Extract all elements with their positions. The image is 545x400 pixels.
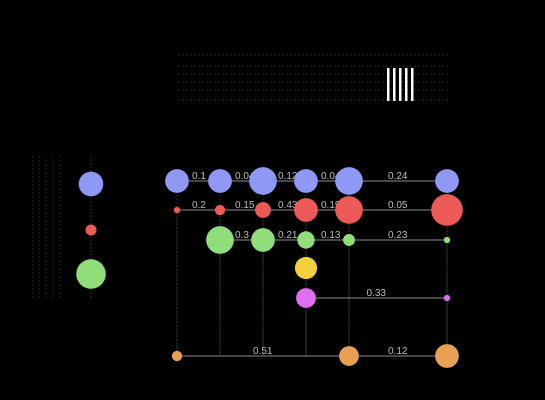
data-point (173, 206, 181, 214)
edge-label: 0.04 (321, 171, 341, 182)
legend-size-circle (85, 224, 97, 236)
data-point (206, 226, 234, 254)
header-bars (387, 68, 414, 101)
edge-label: 0.3 (235, 230, 249, 241)
edge-label: 0.23 (388, 230, 408, 241)
edge-label: 0.13 (321, 230, 341, 241)
faint-left-lines (32, 156, 61, 300)
data-point (335, 196, 363, 224)
data-point (255, 202, 271, 218)
data-point (251, 228, 275, 252)
edge-label: 0.05 (388, 200, 408, 211)
data-point (343, 234, 355, 246)
data-point (435, 344, 459, 368)
legend-size-circle (78, 171, 104, 197)
faint-header-lines (178, 54, 448, 101)
edge-label: 0.12 (388, 346, 408, 357)
data-point (294, 198, 318, 222)
data-point (335, 167, 363, 195)
data-point (296, 288, 316, 308)
data-point (431, 194, 463, 226)
edge-label: 0.12 (278, 171, 298, 182)
data-point (443, 294, 451, 302)
edge-label: 0.1 (192, 171, 206, 182)
edge-label: 0.21 (278, 230, 298, 241)
edge-label: 0.04 (235, 171, 255, 182)
edge-label: 0.51 (253, 346, 273, 357)
header-bar (399, 68, 402, 101)
header-bar (393, 68, 396, 101)
points (165, 167, 463, 368)
header-bar (411, 68, 414, 101)
data-point (294, 169, 318, 193)
data-point (339, 346, 359, 366)
edge-label: 0.24 (388, 171, 408, 182)
legend-size-circle (76, 259, 106, 289)
edge-labels: 0.1 0.04 0.12 0.04 0.24 0.2 0.15 0.43 0.19 0.05 0.… (192, 171, 408, 357)
edge-label: 0.19 (321, 200, 341, 211)
legend (76, 156, 106, 300)
data-point (208, 169, 232, 193)
data-point (165, 169, 189, 193)
edge-label: 0.15 (235, 200, 255, 211)
data-point (435, 169, 459, 193)
data-point (214, 204, 226, 216)
data-point (297, 231, 315, 249)
data-point (249, 167, 277, 195)
edge-label: 0.2 (192, 200, 206, 211)
data-point (171, 350, 183, 362)
header-bar (387, 68, 390, 101)
header-bar (405, 68, 408, 101)
edge-label: 0.43 (278, 200, 298, 211)
edge-label: 0.33 (367, 288, 387, 299)
data-point (443, 236, 451, 244)
data-point (294, 256, 318, 280)
